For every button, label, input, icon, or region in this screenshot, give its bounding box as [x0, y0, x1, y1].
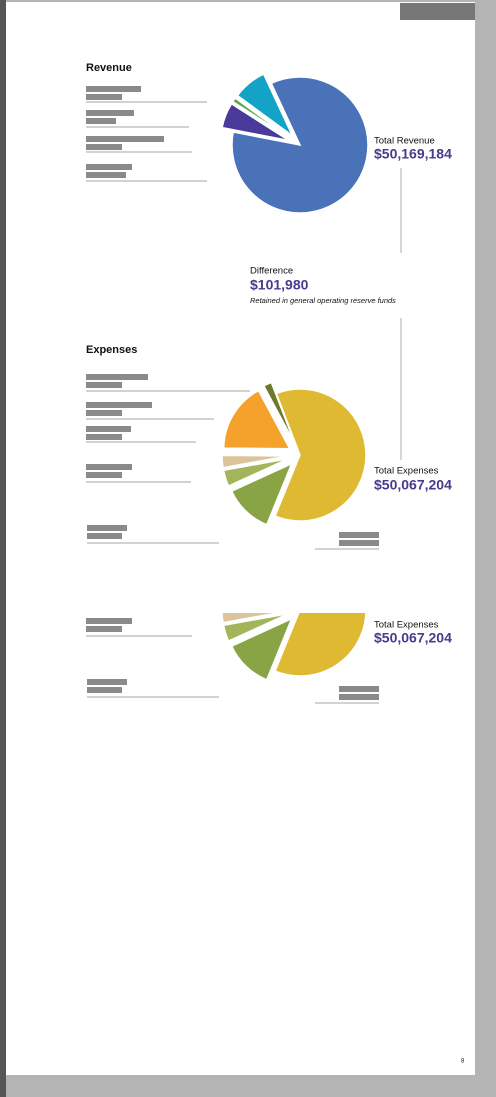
pie-slice [221, 454, 289, 469]
pie-slice [236, 73, 294, 137]
redacted-label [87, 525, 127, 531]
difference-value: $101,980 [250, 277, 309, 293]
pie-slice [222, 613, 289, 643]
pie-slice [221, 102, 290, 142]
redacted-label [339, 694, 379, 700]
redacted-label [86, 472, 122, 478]
pie-slice [262, 381, 296, 445]
side-strip [0, 0, 6, 1097]
redacted-label [86, 434, 122, 440]
total-value: $50,169,184 [374, 146, 452, 162]
redacted-label [86, 374, 148, 380]
pie-slice [230, 462, 294, 526]
redacted-label [86, 144, 122, 150]
redacted-label [86, 172, 126, 178]
pie-slice [222, 389, 291, 450]
total-label: Total Expenses [374, 466, 439, 477]
redacted-label [86, 86, 141, 92]
redacted-label [86, 118, 116, 124]
total-value: $50,067,204 [374, 477, 452, 493]
redacted-label [86, 410, 122, 416]
pie-slice [274, 388, 367, 522]
section-title: Revenue [86, 62, 132, 74]
redacted-label [339, 686, 379, 692]
redacted-label [86, 426, 131, 432]
redacted-label [86, 618, 132, 624]
redacted-label [86, 136, 164, 142]
pie-slice [222, 457, 289, 488]
redacted-label [86, 164, 132, 170]
tab [400, 3, 475, 20]
redacted-label [86, 94, 122, 100]
pie-slice [231, 97, 291, 139]
total-label: Total Expenses [374, 620, 439, 631]
pie-slice [221, 613, 282, 624]
redacted-label [339, 532, 379, 538]
difference-label: Difference [250, 266, 293, 277]
redacted-label [86, 382, 122, 388]
redacted-label [87, 533, 122, 539]
redacted-label [86, 402, 152, 408]
redacted-label [87, 679, 127, 685]
pie-cropped [221, 613, 367, 681]
redacted-label [86, 626, 122, 632]
redacted-label [87, 687, 122, 693]
redacted-label [86, 110, 134, 116]
page-sheet [6, 2, 475, 1075]
pie-slice [230, 617, 294, 681]
pie-slice [231, 76, 369, 214]
section-title: Expenses [86, 344, 137, 356]
pie-slice [274, 613, 367, 677]
page-number: 8 [461, 1059, 465, 1065]
difference-note: Retained in general operating reserve fu… [250, 296, 396, 305]
total-value: $50,067,204 [374, 630, 452, 646]
redacted-label [86, 464, 132, 470]
redacted-label [339, 540, 379, 546]
total-label: Total Revenue [374, 136, 435, 147]
